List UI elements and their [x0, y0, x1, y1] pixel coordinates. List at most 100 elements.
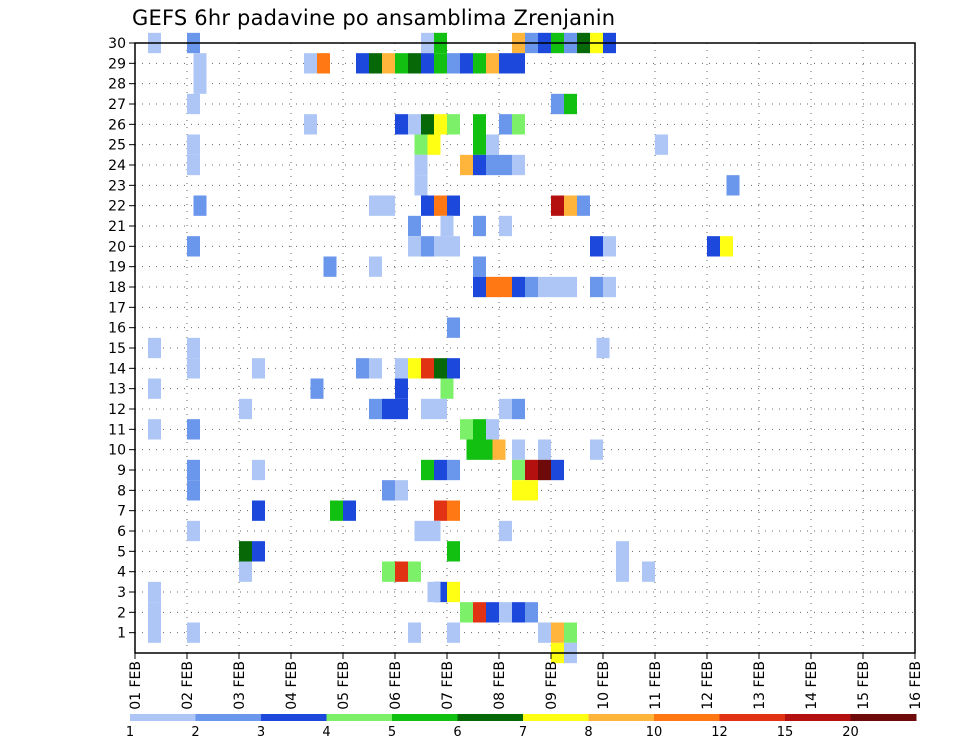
colorbar-label: 12 [711, 725, 728, 740]
heatmap-cell [382, 561, 395, 582]
heatmap-cell [525, 459, 538, 481]
heatmap-cell [395, 53, 408, 74]
heatmap-cell [408, 236, 421, 257]
heatmap-cell [395, 378, 408, 399]
heatmap-cell [479, 439, 493, 460]
heatmap-cell [460, 419, 473, 440]
heatmap-cell [395, 114, 408, 135]
heatmap-cell [187, 134, 200, 155]
heatmap-cell [434, 114, 447, 135]
x-tick-label: 08 FEB [492, 661, 508, 710]
heatmap-cell [427, 581, 441, 603]
heatmap-cell [440, 215, 454, 237]
heatmap-cell [434, 195, 447, 216]
heatmap-cell [148, 581, 161, 603]
y-tick-label: 27 [108, 97, 126, 113]
heatmap-cell [408, 561, 421, 582]
y-tick-label: 6 [117, 524, 126, 540]
heatmap-cell [616, 541, 629, 562]
colorbar-label: 8 [584, 725, 592, 740]
heatmap-cell [304, 114, 317, 135]
heatmap-cell [239, 561, 252, 582]
heatmap-cell [447, 195, 460, 216]
heatmap-cell [434, 358, 447, 379]
heatmap-cell [512, 602, 525, 623]
y-tick-label: 10 [108, 443, 126, 459]
heatmap-cell [414, 175, 428, 196]
y-tick-label: 28 [108, 77, 126, 93]
heatmap-cell [148, 602, 161, 623]
heatmap-cell [525, 602, 538, 623]
heatmap-cell [577, 195, 590, 216]
heatmap-cell [382, 398, 395, 420]
heatmap-cell [525, 276, 538, 298]
heatmap-cell [538, 459, 551, 481]
heatmap-cell [252, 500, 265, 521]
heatmap-cell [369, 195, 382, 216]
y-tick-label: 26 [108, 117, 126, 133]
heatmap-cell [707, 236, 720, 257]
heatmap-cell [187, 459, 200, 481]
heatmap-cell [564, 622, 577, 643]
heatmap-cell [414, 134, 428, 155]
y-tick-label: 20 [108, 239, 126, 255]
y-tick-label: 13 [108, 382, 126, 398]
heatmap-cell [414, 154, 428, 176]
heatmap-cell [486, 134, 499, 155]
heatmap-cell [512, 398, 525, 420]
y-tick-label: 18 [108, 280, 126, 296]
heatmap-cell [408, 53, 421, 74]
heatmap-cell [408, 114, 421, 135]
heatmap-cell [239, 541, 252, 562]
y-tick-label: 24 [108, 158, 126, 174]
heatmap-cell [512, 459, 525, 481]
heatmap-cell [421, 236, 434, 257]
heatmap-cell [512, 276, 525, 298]
x-tick-label: 10 FEB [596, 661, 612, 710]
heatmap-cell [395, 561, 408, 582]
heatmap-cell [447, 459, 460, 481]
heatmap-cell [590, 236, 603, 257]
colorbar-swatch [130, 714, 196, 721]
y-tick-label: 23 [108, 178, 126, 194]
x-tick-label: 07 FEB [440, 661, 456, 710]
heatmap-cell [382, 53, 395, 74]
heatmap-cell [304, 53, 317, 74]
x-tick-label: 12 FEB [700, 661, 716, 710]
colorbar-label: 10 [646, 725, 663, 740]
heatmap-cell [603, 276, 616, 298]
colorbar-label: 6 [453, 725, 461, 740]
y-tick-label: 7 [117, 504, 126, 520]
heatmap-cell [726, 175, 740, 196]
heatmap-cell [447, 541, 460, 562]
x-tick-label: 02 FEB [180, 661, 196, 710]
heatmap-cell [382, 480, 395, 501]
heatmap-cell [512, 439, 525, 460]
heatmap-cell [187, 622, 200, 643]
y-tick-label: 12 [108, 402, 126, 418]
y-tick-label: 3 [117, 585, 126, 601]
heatmap-cell [427, 520, 441, 542]
heatmap-cell [323, 256, 337, 277]
colorbar-label: 7 [519, 725, 527, 740]
heatmap-cell [447, 114, 460, 135]
colorbar-swatch [326, 714, 393, 721]
heatmap-cell [408, 622, 421, 643]
colorbar-label: 3 [257, 725, 265, 740]
x-tick-label: 11 FEB [648, 661, 664, 710]
heatmap-cell [460, 602, 473, 623]
heatmap-cell [486, 602, 499, 623]
heatmap-cell [148, 419, 161, 440]
y-tick-label: 4 [117, 565, 126, 581]
colorbar-swatch [654, 714, 720, 721]
colorbar-swatch [457, 714, 524, 721]
heatmap-cell [616, 561, 629, 582]
heatmap-cell [421, 459, 434, 481]
heatmap-cell [551, 93, 564, 115]
colorbar-label: 20 [842, 725, 859, 740]
colorbar-swatch [523, 714, 589, 721]
heatmap-cell [187, 419, 200, 440]
heatmap-cell [187, 154, 200, 176]
x-tick-label: 13 FEB [752, 661, 768, 710]
x-tick-label: 05 FEB [336, 661, 352, 710]
